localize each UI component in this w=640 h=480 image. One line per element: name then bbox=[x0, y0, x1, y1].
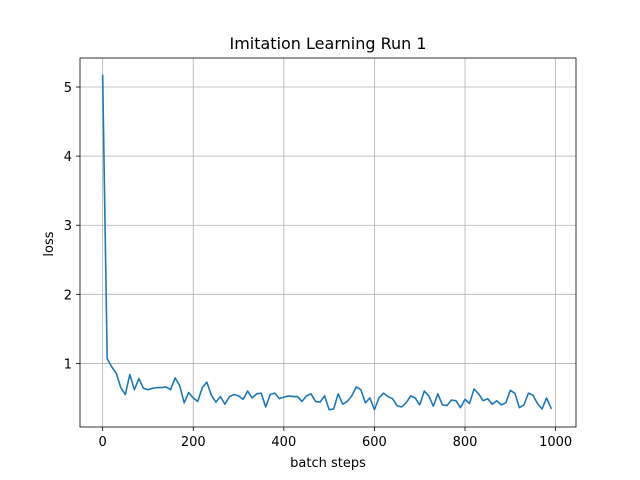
y-tick-label: 1 bbox=[64, 357, 72, 372]
axes bbox=[79, 57, 577, 428]
x-tick-label: 1000 bbox=[539, 435, 572, 450]
y-axis-label: loss bbox=[42, 231, 57, 256]
x-tick-label: 400 bbox=[271, 435, 296, 450]
x-tick-label: 600 bbox=[362, 435, 387, 450]
y-tick-label: 2 bbox=[64, 288, 72, 303]
series-line-1 bbox=[101, 74, 552, 411]
chart-title: Imitation Learning Run 1 bbox=[229, 34, 426, 53]
y-tick-label: 4 bbox=[64, 150, 72, 165]
grid bbox=[80, 58, 576, 427]
plot-frame bbox=[79, 57, 577, 428]
series-layer bbox=[101, 74, 552, 411]
x-tick-label: 200 bbox=[181, 435, 206, 450]
x-axis-label: batch steps bbox=[290, 456, 366, 471]
x-tick-label: 0 bbox=[99, 435, 107, 450]
x-tick-label: 800 bbox=[453, 435, 478, 450]
ticks: 0 200 400 600 800 1000 1 2 3 4 5 bbox=[64, 81, 572, 450]
y-tick-label: 5 bbox=[64, 81, 72, 96]
y-tick-label: 3 bbox=[64, 219, 72, 234]
